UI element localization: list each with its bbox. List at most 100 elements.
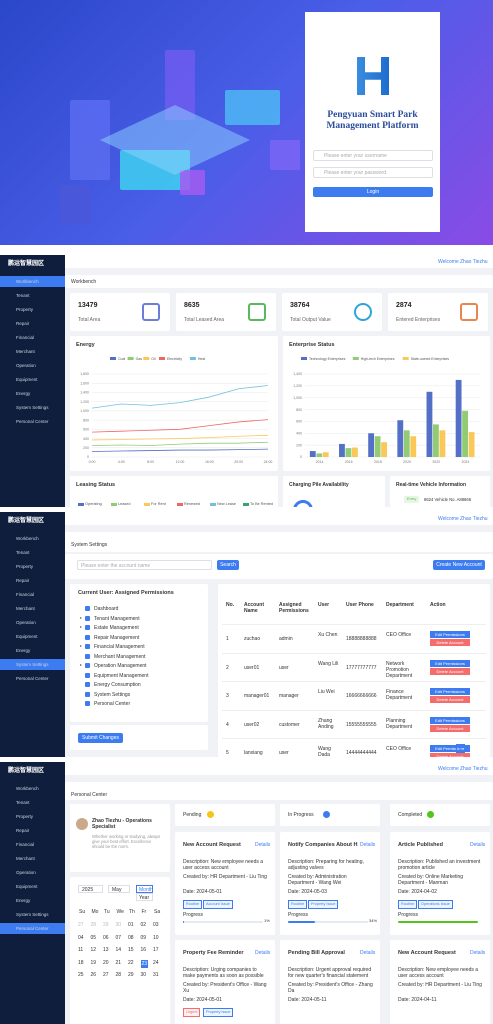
checkbox[interactable]	[85, 663, 90, 668]
calendar-day[interactable]: 08	[128, 934, 134, 941]
menu-item[interactable]: Merchant	[16, 606, 35, 611]
menu-item[interactable]: Repair	[16, 828, 30, 833]
mode-toggle[interactable]: Month	[136, 885, 153, 893]
menu-item[interactable]: Workbench	[16, 536, 39, 541]
details-link[interactable]: Details	[360, 950, 376, 956]
menu-item[interactable]: Repair	[16, 578, 30, 583]
checkbox[interactable]	[85, 634, 90, 640]
menu-item[interactable]: Personal Center	[16, 926, 49, 931]
menu-item[interactable]: Financial	[16, 335, 35, 340]
calendar-day[interactable]: 20	[103, 959, 109, 966]
menu-item[interactable]: Energy	[16, 648, 31, 653]
menu-item[interactable]: Property	[16, 814, 34, 819]
calendar-day[interactable]: 01	[128, 922, 134, 928]
calendar-day[interactable]: 31	[153, 972, 159, 978]
user-name[interactable]: Zhao Tiezhu	[460, 259, 488, 265]
calendar-day[interactable]: 03	[153, 922, 159, 928]
checkbox[interactable]	[85, 682, 90, 687]
edit-button[interactable]: Edit Permissions	[430, 631, 470, 638]
menu-item[interactable]: Operation	[16, 620, 36, 625]
calendar-day[interactable]: 06	[103, 934, 109, 941]
calendar-day[interactable]: 25	[78, 972, 84, 978]
calendar-day[interactable]: 29	[128, 972, 134, 978]
calendar-day[interactable]: 28	[90, 922, 97, 928]
calendar-day[interactable]: 05	[90, 934, 97, 941]
details-link[interactable]: Details	[470, 950, 486, 956]
calendar-day[interactable]: 15	[128, 947, 134, 953]
menu-item[interactable]: Equipment	[16, 634, 38, 639]
checkbox[interactable]	[85, 606, 90, 611]
details-link[interactable]: Details	[255, 950, 271, 956]
calendar-day[interactable]: 14	[115, 947, 122, 953]
menu-item[interactable]: Energy	[16, 898, 31, 903]
menu-item[interactable]: Equipment	[16, 377, 38, 382]
details-link[interactable]: Details	[470, 842, 486, 848]
edit-button[interactable]: Edit Permissions	[430, 659, 470, 667]
menu-item[interactable]: Equipment	[16, 884, 38, 889]
menu-item[interactable]: Property	[16, 307, 34, 312]
calendar-day[interactable]: 18	[78, 959, 84, 966]
menu-item[interactable]: Operation	[16, 870, 36, 875]
calendar-day[interactable]: 11	[78, 947, 84, 953]
month-select[interactable]: May	[108, 885, 130, 893]
calendar-day[interactable]: 28	[115, 972, 122, 978]
calendar-day[interactable]: 30	[115, 922, 122, 928]
year-select[interactable]: 2025	[78, 885, 103, 893]
delete-button[interactable]: Delete Account	[430, 667, 470, 675]
menu-item[interactable]: Energy	[16, 391, 31, 396]
calendar-day[interactable]: 22	[128, 959, 134, 966]
page-number[interactable]: 1	[456, 744, 465, 753]
password-input[interactable]: Please enter your password	[313, 167, 433, 178]
menu-item[interactable]: Operation	[16, 363, 36, 368]
calendar-day[interactable]: 19	[90, 959, 97, 966]
calendar-day[interactable]: 09	[140, 934, 147, 941]
menu-item[interactable]: System Settings	[16, 912, 49, 917]
details-link[interactable]: Details	[360, 842, 376, 848]
menu-item[interactable]: Workbench	[16, 786, 39, 791]
calendar-day[interactable]: 21	[115, 959, 122, 966]
calendar-day[interactable]: 30	[140, 972, 147, 978]
menu-item[interactable]: Merchant	[16, 349, 35, 354]
calendar-day[interactable]: 27	[103, 972, 109, 978]
checkbox[interactable]	[85, 701, 90, 706]
checkbox[interactable]	[85, 615, 90, 621]
menu-item[interactable]: Tenant	[16, 550, 30, 555]
delete-button[interactable]: Delete Account	[430, 696, 470, 703]
menu-item[interactable]: Personal Center	[16, 419, 49, 424]
calendar-day[interactable]: 29	[103, 922, 109, 928]
menu-item[interactable]: System Settings	[16, 662, 49, 667]
calendar-day[interactable]: 04	[78, 934, 84, 941]
menu-item[interactable]: System Settings	[16, 405, 49, 410]
create-button[interactable]: Create New Account	[433, 560, 485, 570]
edit-button[interactable]: Edit Permissions	[430, 716, 470, 724]
menu-item[interactable]: Financial	[16, 592, 35, 597]
delete-button[interactable]: Delete Account	[430, 639, 470, 646]
checkbox[interactable]	[85, 672, 90, 678]
calendar-day[interactable]: 12	[90, 947, 97, 953]
search-input[interactable]: Please enter the account name	[77, 560, 212, 570]
menu-item[interactable]: Tenant	[16, 800, 30, 805]
calendar-day[interactable]: 17	[153, 947, 159, 953]
delete-button[interactable]: Delete Account	[430, 753, 470, 757]
menu-item[interactable]: Personal Center	[16, 676, 49, 681]
delete-button[interactable]: Delete Account	[430, 724, 470, 732]
calendar-day[interactable]: 02	[140, 922, 147, 928]
calendar-day[interactable]: 10	[153, 934, 159, 941]
menu-item[interactable]: Merchant	[16, 856, 35, 861]
checkbox[interactable]	[85, 653, 90, 659]
menu-item[interactable]: Tenant	[16, 293, 30, 298]
checkbox[interactable]	[85, 625, 90, 630]
edit-button[interactable]: Edit Permissions	[430, 745, 470, 752]
calendar-day[interactable]: 16	[140, 947, 147, 953]
checkbox[interactable]	[85, 644, 90, 649]
submit-button[interactable]: Submit Changes	[78, 733, 123, 743]
search-button[interactable]: Search	[217, 560, 239, 570]
menu-item[interactable]: Financial	[16, 842, 35, 847]
calendar-day[interactable]: 07	[115, 934, 122, 941]
calendar-day[interactable]: 23	[140, 959, 149, 968]
calendar-day[interactable]: 24	[153, 959, 159, 966]
username-input[interactable]: Please enter your username	[313, 150, 433, 161]
checkbox[interactable]	[85, 691, 90, 697]
menu-item[interactable]: Property	[16, 564, 34, 569]
menu-item[interactable]: Workbench	[16, 279, 39, 284]
